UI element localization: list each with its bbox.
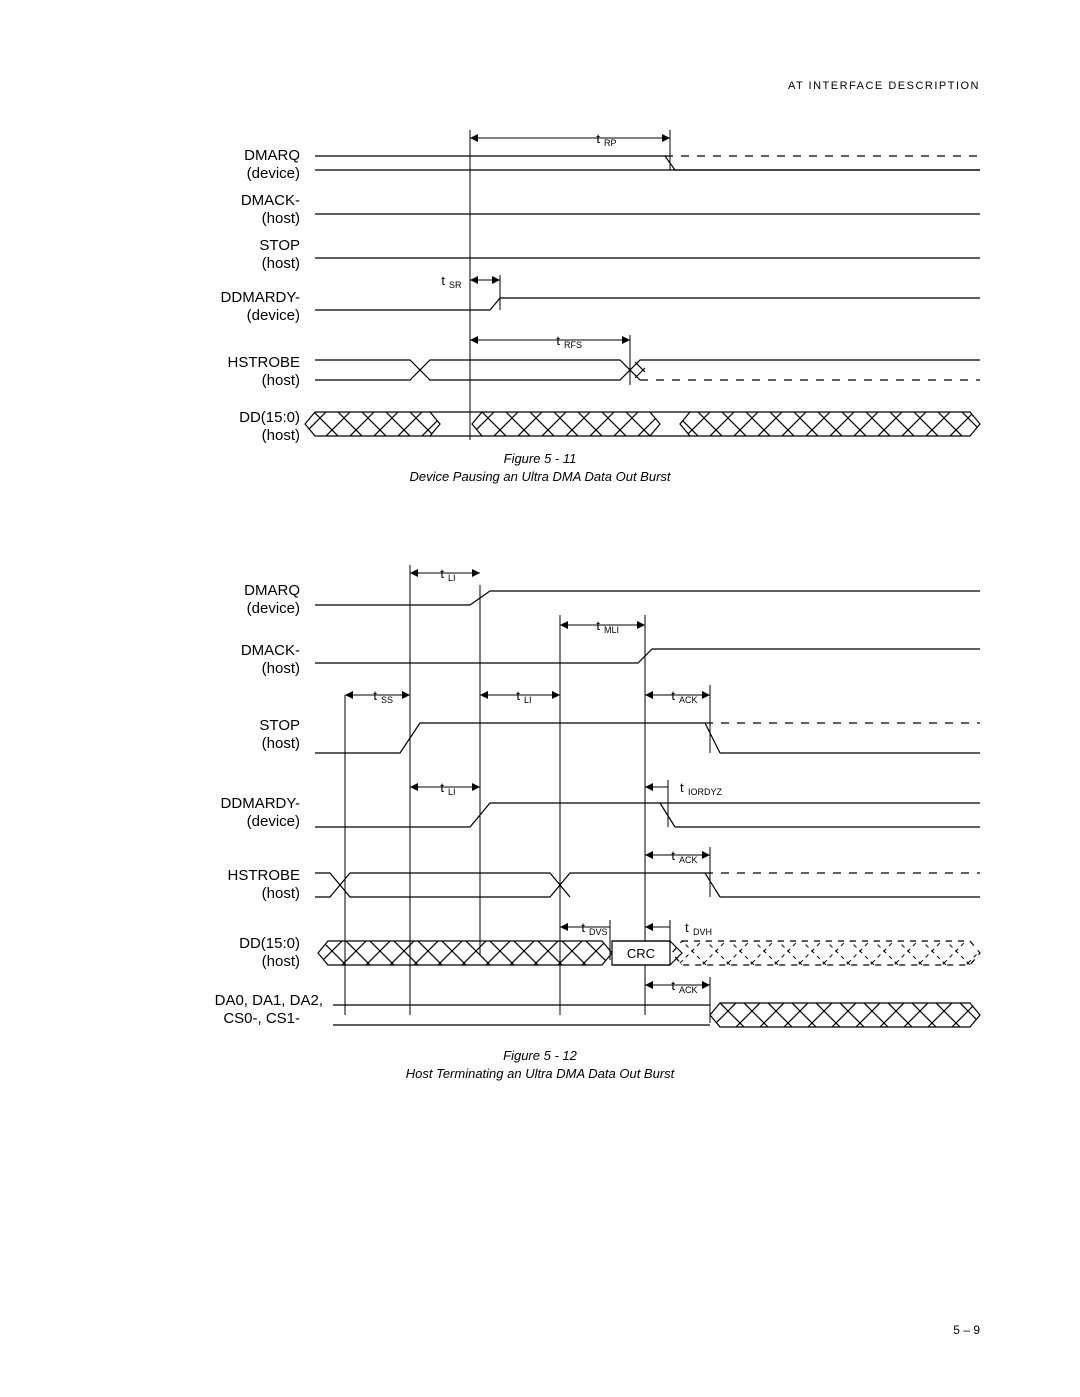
svg-text:t: t	[441, 273, 445, 288]
svg-text:t: t	[440, 780, 444, 795]
svg-text:t: t	[556, 333, 560, 348]
svg-text:LI: LI	[448, 573, 456, 583]
lbl-dmack-sub: (host)	[262, 210, 300, 227]
crc-label: CRC	[627, 946, 655, 961]
svg-text:t: t	[671, 848, 675, 863]
dd2-wave: CRC	[318, 941, 980, 965]
lbl-dd: DD(15:0)	[239, 409, 300, 426]
dmarq-wave	[315, 156, 980, 170]
lbl2-stop: STOP	[259, 717, 300, 734]
tACK-dim-c: t ACK	[645, 977, 710, 1023]
svg-text:t: t	[596, 131, 600, 146]
dmarq2-wave	[315, 591, 980, 605]
dmack2-wave	[315, 649, 980, 663]
svg-text:t: t	[671, 688, 675, 703]
lbl-hstrobe-sub: (host)	[262, 372, 300, 389]
tLI-dim-c: t LI	[410, 780, 480, 797]
tACK-dim-a: t ACK	[645, 685, 710, 753]
figure-5-11-diagram: DMARQ (device) DMACK- (host) STOP (host)…	[200, 130, 1020, 460]
tSS-dim: t SS	[345, 688, 410, 705]
tRFS-dim: t RFS	[470, 333, 630, 385]
lbl2-hstrobe: HSTROBE	[227, 867, 300, 884]
lbl2-stop-sub: (host)	[262, 735, 300, 752]
dd-wave	[305, 412, 980, 436]
svg-text:ACK: ACK	[679, 855, 698, 865]
tRP-dim: t RP	[470, 130, 670, 170]
tLI-dim-b: t LI	[480, 688, 560, 705]
svg-text:t: t	[581, 920, 585, 935]
tACK-dim-b: t ACK	[645, 847, 710, 897]
ddmardy2-wave	[315, 803, 980, 827]
lbl2-da: DA0, DA1, DA2,	[215, 992, 323, 1009]
page-number: 5 – 9	[953, 1323, 980, 1337]
svg-text:SS: SS	[381, 695, 393, 705]
figure-5-12-diagram: DMARQ (device) DMACK- (host) STOP (host)…	[200, 555, 1020, 1035]
svg-text:IORDYZ: IORDYZ	[688, 787, 723, 797]
svg-text:t: t	[440, 566, 444, 581]
lbl-ddmardy-sub: (device)	[247, 307, 300, 324]
tSR-dim: t SR	[441, 273, 500, 310]
lbl2-dmack-sub: (host)	[262, 660, 300, 677]
page: AT INTERFACE DESCRIPTION DMARQ (device) …	[0, 0, 1080, 1397]
svg-text:t: t	[685, 920, 689, 935]
tMLI-dim: t MLI	[560, 618, 645, 635]
svg-text:ACK: ACK	[679, 695, 698, 705]
lbl2-ddmardy: DDMARDY-	[221, 795, 300, 812]
lbl-dmack: DMACK-	[241, 192, 300, 209]
fig2-caption-line2: Host Terminating an Ultra DMA Data Out B…	[406, 1066, 675, 1081]
lbl2-dmack: DMACK-	[241, 642, 300, 659]
svg-text:t: t	[596, 618, 600, 633]
svg-text:LI: LI	[524, 695, 532, 705]
lbl-ddmardy: DDMARDY-	[221, 289, 300, 306]
lbl-hstrobe: HSTROBE	[227, 354, 300, 371]
lbl2-hstrobe-sub: (host)	[262, 885, 300, 902]
lbl2-da-sub: CS0-, CS1-	[223, 1010, 300, 1027]
svg-text:RP: RP	[604, 138, 617, 148]
svg-text:LI: LI	[448, 787, 456, 797]
svg-text:SR: SR	[449, 280, 462, 290]
svg-text:t: t	[680, 780, 684, 795]
fig1-caption-line1: Figure 5 - 11	[504, 451, 577, 466]
svg-text:t: t	[373, 688, 377, 703]
lbl2-dmarq-sub: (device)	[247, 600, 300, 617]
lbl-stop: STOP	[259, 237, 300, 254]
figure-5-12-caption: Figure 5 - 12 Host Terminating an Ultra …	[0, 1047, 1080, 1083]
lbl2-dd-sub: (host)	[262, 953, 300, 970]
header-text: AT INTERFACE DESCRIPTION	[788, 80, 980, 92]
stop2-wave	[315, 723, 980, 753]
hstrobe-wave	[315, 360, 980, 380]
svg-text:MLI: MLI	[604, 625, 619, 635]
lbl2-dmarq: DMARQ	[244, 582, 300, 599]
svg-text:RFS: RFS	[564, 340, 582, 350]
svg-text:DVH: DVH	[693, 927, 712, 937]
hstrobe2-wave	[315, 873, 980, 897]
lbl-dmarq-sub: (device)	[247, 165, 300, 182]
da-cs-wave	[333, 1003, 980, 1027]
ddmardy-wave	[315, 298, 980, 310]
figure-5-11-caption: Figure 5 - 11 Device Pausing an Ultra DM…	[0, 450, 1080, 486]
fig2-caption-line1: Figure 5 - 12	[503, 1048, 577, 1063]
fig1-caption-line2: Device Pausing an Ultra DMA Data Out Bur…	[409, 469, 670, 484]
lbl2-ddmardy-sub: (device)	[247, 813, 300, 830]
svg-text:ACK: ACK	[679, 985, 698, 995]
svg-text:DVS: DVS	[589, 927, 608, 937]
svg-text:t: t	[516, 688, 520, 703]
svg-text:t: t	[671, 978, 675, 993]
lbl-stop-sub: (host)	[262, 255, 300, 272]
tLI-dim-a: t LI	[410, 566, 480, 583]
lbl-dd-sub: (host)	[262, 427, 300, 444]
lbl-dmarq: DMARQ	[244, 147, 300, 164]
lbl2-dd: DD(15:0)	[239, 935, 300, 952]
